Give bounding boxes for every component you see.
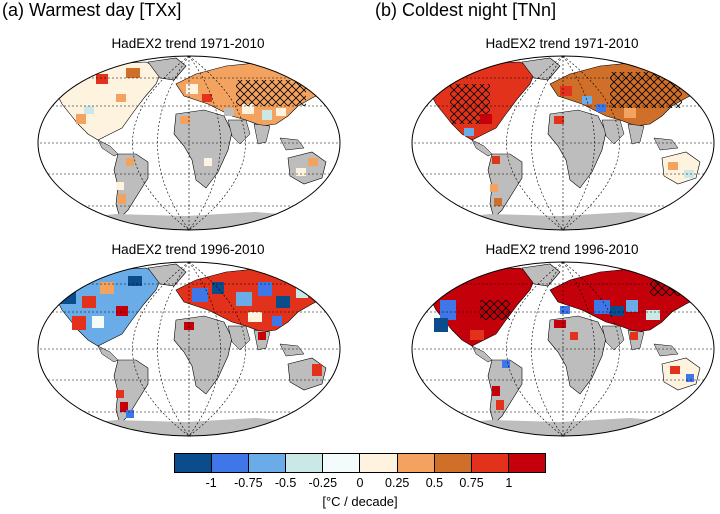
colorbar-tick: -0.5 xyxy=(274,476,297,490)
colorbar-bin-7 xyxy=(434,454,472,472)
colorbar-tick: -1 xyxy=(205,476,217,490)
colorbar-bin-6 xyxy=(397,454,435,472)
map-b2-title: HadEX2 trend 1996-2010 xyxy=(485,242,639,257)
colorbar-bin-8 xyxy=(471,454,509,472)
colorbar-tick: 0.25 xyxy=(385,476,410,490)
map-a1-txx-1971-2010 xyxy=(37,55,341,231)
colorbar xyxy=(174,453,546,473)
map-a2-title: HadEX2 trend 1996-2010 xyxy=(111,242,265,257)
colorbar-bin-9 xyxy=(508,454,545,472)
map-a1-title: HadEX2 trend 1971-2010 xyxy=(111,36,265,51)
colorbar-bin-0 xyxy=(175,454,213,472)
land-greenland xyxy=(147,57,187,81)
colorbar-tick: -0.75 xyxy=(234,476,263,490)
map-b2-tnn-1996-2010 xyxy=(411,261,715,437)
colorbar-bin-4 xyxy=(323,454,361,472)
panel-b-title: (b) Coldest night [TNn] xyxy=(375,0,557,20)
colorbar-tick: 0.75 xyxy=(459,476,484,490)
map-b1-tnn-1971-2010 xyxy=(411,55,715,231)
colorbar-bin-5 xyxy=(360,454,398,472)
colorbar-tick: 1 xyxy=(505,476,513,490)
colorbar-tick: 0 xyxy=(356,476,364,490)
colorbar-bin-2 xyxy=(249,454,287,472)
map-a2-txx-1996-2010 xyxy=(37,261,341,437)
colorbar-units: [°C / decade] xyxy=(322,494,398,509)
colorbar-tick: 0.5 xyxy=(425,476,444,490)
colorbar-tick-labels: -1 -0.75 -0.5 -0.25 0 0.25 0.5 0.75 1 xyxy=(174,476,546,492)
colorbar-tick: -0.25 xyxy=(308,476,338,490)
panel-a-title: (a) Warmest day [TXx] xyxy=(2,0,182,20)
colorbar-bin-3 xyxy=(286,454,324,472)
map-b1-title: HadEX2 trend 1971-2010 xyxy=(485,36,639,51)
colorbar-bin-1 xyxy=(212,454,250,472)
land-africa xyxy=(173,109,233,189)
